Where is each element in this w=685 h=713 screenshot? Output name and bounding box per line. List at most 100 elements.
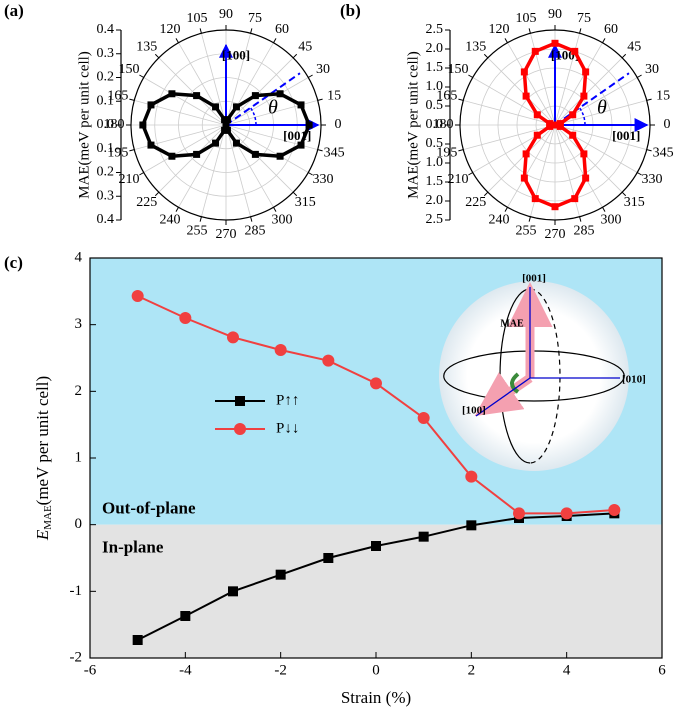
- angle-label: 270: [216, 227, 237, 242]
- spoke: [487, 57, 556, 126]
- marker: [131, 290, 144, 302]
- radial-tick-label: 0.4: [97, 22, 115, 37]
- y-label-unit: (meV per unit cell): [33, 376, 52, 506]
- radial-tick-label: 0.2: [97, 70, 115, 85]
- panel-label: (c): [4, 253, 23, 272]
- spoke: [554, 124, 603, 208]
- angle-label: 120: [160, 22, 181, 37]
- angle-label: 255: [516, 223, 537, 238]
- angle-label: 195: [436, 146, 457, 161]
- marker: [533, 131, 541, 139]
- marker: [582, 174, 590, 182]
- angle-tick: [579, 216, 582, 222]
- angle-tick: [139, 172, 144, 176]
- angle-tick: [273, 207, 277, 212]
- direction-dash: [225, 72, 301, 126]
- radial-tick-label: 0.5: [426, 136, 444, 151]
- spoke: [201, 124, 227, 217]
- marker: [560, 507, 573, 520]
- radial-tick-label: 0.4: [97, 212, 115, 227]
- marker: [582, 68, 590, 76]
- marker: [221, 116, 229, 124]
- angle-label: 90: [219, 7, 233, 22]
- marker: [417, 412, 430, 424]
- angle-arc: [249, 107, 257, 126]
- angle-tick: [602, 38, 606, 43]
- inset-label: [001]: [522, 273, 546, 285]
- inset-label: [010]: [622, 374, 646, 386]
- marker: [531, 195, 539, 203]
- angle-label: 15: [656, 89, 670, 104]
- angle-label: 150: [119, 62, 140, 77]
- spoke: [158, 124, 227, 193]
- marker: [251, 92, 259, 100]
- angle-label: 75: [577, 11, 591, 26]
- radial-tick-label: 1.0: [426, 79, 444, 94]
- angle-tick: [175, 207, 179, 212]
- marker: [212, 139, 220, 147]
- marker: [232, 103, 240, 111]
- marker: [275, 569, 286, 580]
- angle-label: 285: [573, 223, 594, 238]
- y-label-subscript: MAE: [42, 505, 54, 530]
- region-label: In-plane: [102, 538, 164, 557]
- angle-label: 60: [604, 22, 618, 37]
- marker: [132, 635, 143, 645]
- marker: [466, 520, 477, 531]
- angle-tick: [468, 74, 473, 78]
- marker: [546, 122, 554, 130]
- radial-tick-label: 2.5: [426, 212, 444, 227]
- legend-label: P↓↓: [276, 420, 299, 436]
- marker: [305, 121, 313, 129]
- inset-label: MAE: [500, 318, 524, 329]
- radial-tick-label: 2.5: [426, 22, 444, 37]
- angle-label: 330: [312, 172, 333, 187]
- angle-label: 210: [448, 172, 469, 187]
- radial-tick-label: 0.3: [97, 46, 115, 61]
- angle-tick: [646, 98, 652, 101]
- radial-tick-label: 0.5: [426, 98, 444, 113]
- x-tick-label: 2: [468, 662, 476, 678]
- marker: [533, 111, 541, 119]
- marker: [222, 121, 230, 129]
- angle-label: 300: [272, 212, 293, 227]
- angle-arc: [578, 107, 586, 126]
- angle-tick: [317, 149, 323, 152]
- angle-label: 105: [516, 11, 537, 26]
- marker: [551, 121, 559, 129]
- marker: [168, 90, 176, 98]
- spoke: [201, 33, 227, 126]
- angle-label: 315: [624, 195, 645, 210]
- inset-label: [100]: [462, 405, 486, 417]
- spoke: [225, 33, 251, 126]
- y-tick-label: -1: [70, 583, 83, 599]
- inset-axis: [475, 377, 531, 417]
- marker: [193, 92, 201, 100]
- marker: [232, 139, 240, 147]
- angle-label: 30: [645, 62, 659, 77]
- inset-rotation: [510, 372, 520, 394]
- marker: [513, 507, 525, 520]
- angle-label: 345: [653, 146, 674, 161]
- x-axis-label: Strain (%): [341, 688, 411, 707]
- angle-tick: [458, 149, 464, 152]
- angle-tick: [129, 98, 135, 101]
- angle-tick: [483, 53, 489, 59]
- panel-label: (b): [340, 1, 361, 20]
- spoke: [225, 124, 251, 217]
- angle-tick: [250, 216, 253, 222]
- angle-tick: [292, 53, 298, 59]
- radial-tick-label: 0.2: [97, 165, 115, 180]
- spoke: [463, 124, 556, 150]
- angle-tick: [504, 38, 508, 43]
- angle-tick: [273, 38, 277, 43]
- annotation: θ: [268, 97, 278, 119]
- marker: [465, 470, 478, 483]
- angle-label: 180: [104, 117, 125, 132]
- x-tick-label: 4: [563, 662, 571, 678]
- y-tick-label: 2: [75, 383, 83, 399]
- y-tick-label: 1: [75, 449, 83, 465]
- marker: [371, 541, 381, 551]
- panel-label: (a): [4, 1, 24, 20]
- radial-tick-label: 0.0: [97, 117, 115, 132]
